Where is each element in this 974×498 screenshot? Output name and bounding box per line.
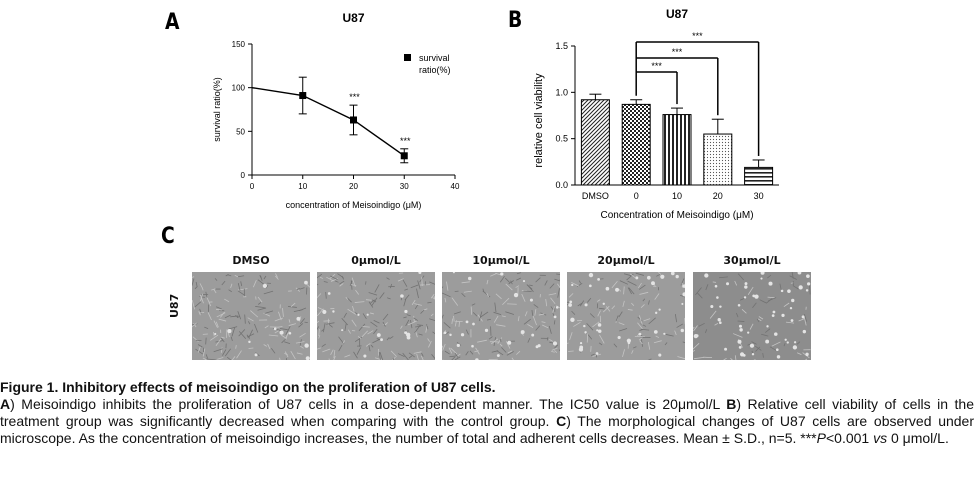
micrograph-texture bbox=[192, 272, 310, 360]
chart-b-x-tick-label: 10 bbox=[672, 191, 682, 201]
chart-a-x-tick-label: 20 bbox=[349, 182, 358, 191]
chart-b: U87 0.0 0.5 1.0 1.5 relative cell viability Co… bbox=[533, 7, 779, 221]
chart-a-significance: *** bbox=[400, 136, 411, 146]
micrograph-texture bbox=[693, 272, 811, 360]
micrograph-texture bbox=[317, 272, 435, 360]
chart-b-y-tick-label: 0.5 bbox=[555, 134, 568, 144]
caption-p-italic: P bbox=[816, 430, 826, 446]
panel-label-b: B bbox=[508, 8, 523, 33]
chart-b-x-label: Concentration of Meisoindigo (μM) bbox=[600, 210, 753, 221]
micro-label-30: 30μmol/L bbox=[723, 254, 781, 267]
chart-a-point bbox=[400, 152, 408, 160]
micrograph-0 bbox=[317, 272, 435, 360]
chart-b-bar bbox=[621, 103, 651, 186]
chart-a-legend-label: survival ratio(%) bbox=[419, 53, 451, 75]
chart-b-x-tick-label: DMSO bbox=[582, 191, 609, 201]
chart-b-y-label: relative cell viability bbox=[533, 73, 545, 168]
chart-a-x-label: concentration of Meisoindigo (μM) bbox=[286, 200, 422, 210]
caption-c-text: ) The morphological changes of U87 cells… bbox=[0, 413, 974, 446]
caption-b-text: ) Relative cell viability of cells in th… bbox=[0, 396, 974, 429]
chart-b-x-tick-label: 0 bbox=[634, 191, 639, 201]
micro-label-10: 10μmol/L bbox=[472, 254, 530, 267]
microscopy-row-label: U87 bbox=[168, 293, 181, 318]
caption-letter-b: B bbox=[726, 396, 737, 412]
chart-b-bar bbox=[744, 166, 774, 186]
chart-b-significance-label: *** bbox=[651, 61, 662, 71]
chart-a-x-tick-label: 10 bbox=[298, 182, 307, 191]
panel-label-a: A bbox=[165, 10, 180, 35]
chart-b-y-tick-label: 1.0 bbox=[555, 87, 568, 97]
panel-label-c: C bbox=[161, 224, 175, 249]
micro-label-20: 20μmol/L bbox=[597, 254, 655, 267]
chart-b-x-tick-label: 20 bbox=[713, 191, 723, 201]
micro-label-0: 0μmol/L bbox=[351, 254, 401, 267]
chart-b-y-tick-label: 1.5 bbox=[555, 41, 568, 51]
caption-a-text: ) Meisoindigo inhibits the proliferation… bbox=[10, 396, 727, 412]
chart-a-point bbox=[299, 92, 307, 100]
caption-vs-italic: vs bbox=[873, 430, 888, 446]
caption-p-text: <0.001 bbox=[825, 430, 874, 446]
chart-a-x-tick-label: 40 bbox=[451, 182, 460, 191]
chart-a-point bbox=[350, 116, 357, 124]
chart-b-significance-label: *** bbox=[692, 31, 703, 41]
micro-label-dmso: DMSO bbox=[232, 254, 270, 267]
chart-b-significance-label: *** bbox=[672, 47, 683, 57]
chart-b-title: U87 bbox=[666, 7, 688, 21]
micrograph-30 bbox=[693, 272, 811, 360]
chart-a-y-label: survival ratio(%) bbox=[212, 77, 222, 142]
micrograph-texture bbox=[567, 272, 685, 360]
chart-b-y-tick-label: 0.0 bbox=[555, 180, 568, 190]
chart-a-significance: *** bbox=[349, 92, 360, 102]
chart-a-legend-marker bbox=[404, 54, 411, 61]
chart-a-x-tick-label: 0 bbox=[250, 182, 255, 191]
caption-body: A) Meisoindigo inhibits the proliferatio… bbox=[0, 396, 974, 447]
chart-a-y-tick-label: 0 bbox=[241, 171, 246, 180]
chart-a: U87 0 10 20 30 40 0 50 100 150 concentration of Me… bbox=[212, 11, 460, 210]
micrograph-texture bbox=[442, 272, 560, 360]
caption-letter-c: C bbox=[556, 413, 567, 429]
chart-b-bar bbox=[703, 133, 733, 186]
chart-b-x-tick-label: 30 bbox=[754, 191, 764, 201]
figure-caption: Figure 1. Inhibitory effects of meisoind… bbox=[0, 379, 974, 447]
chart-a-y-tick-label: 100 bbox=[232, 84, 246, 93]
micrograph-dmso bbox=[192, 272, 310, 360]
caption-vs-text: 0 μmol/L. bbox=[887, 430, 949, 446]
chart-a-title: U87 bbox=[342, 11, 364, 25]
chart-b-bar bbox=[580, 99, 610, 186]
micrograph-20 bbox=[567, 272, 685, 360]
chart-a-series-line bbox=[251, 86, 405, 157]
chart-b-bar bbox=[662, 114, 692, 186]
caption-letter-a: A bbox=[0, 396, 11, 412]
chart-a-y-tick-label: 150 bbox=[232, 40, 246, 49]
chart-a-y-tick-label: 50 bbox=[236, 127, 245, 136]
caption-title: Figure 1. Inhibitory effects of meisoind… bbox=[0, 379, 496, 395]
micrograph-10 bbox=[442, 272, 560, 360]
chart-a-x-tick-label: 30 bbox=[400, 182, 409, 191]
